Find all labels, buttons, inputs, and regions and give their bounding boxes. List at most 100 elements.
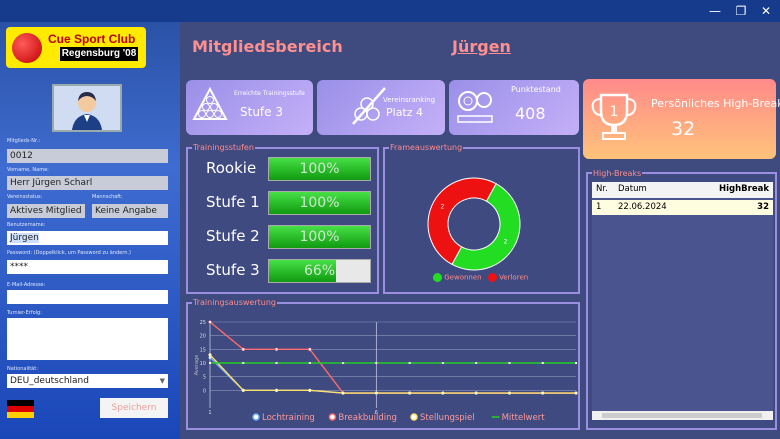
username-value: Jürgen [10, 233, 39, 243]
highbreaks-table[interactable]: Nr. Datum HighBreak 1 22.06.2024 32 [592, 182, 773, 420]
team-field[interactable]: Keine Angabe [92, 204, 168, 218]
nationality-select[interactable]: DEU_deutschland ▼ [7, 374, 168, 388]
avatar[interactable] [52, 84, 122, 132]
horizontal-scrollbar[interactable] [592, 411, 773, 420]
frames-title: Frameauswertung [389, 143, 464, 152]
series-point [275, 362, 278, 364]
club-logo: Cue Sport Club Regensburg '08 [6, 27, 146, 68]
tournament-field[interactable] [7, 318, 168, 360]
name-field[interactable]: Herr Jürgen Scharl [7, 176, 168, 190]
svg-text:1: 1 [610, 104, 619, 120]
series-point [308, 362, 311, 364]
col-highbreak-header[interactable]: HighBreak [719, 184, 769, 194]
billiard-ball-icon [12, 33, 42, 63]
username-label: Benutzername: [7, 222, 46, 228]
email-label: E-Mail-Adresse: [7, 282, 46, 288]
username-field[interactable]: Jürgen [7, 231, 168, 245]
card-ranking-label: Vereinsranking [383, 96, 436, 104]
card-training-level-label: Erreichte Trainingsstufe [234, 90, 305, 97]
series-point [574, 391, 578, 395]
scrollbar-thumb[interactable] [602, 413, 762, 418]
series-point [407, 391, 412, 395]
legend-marker [328, 413, 337, 421]
billiard-rack-icon [192, 86, 228, 120]
german-flag-icon [7, 400, 34, 418]
training-levels-title: Trainingsstufen [192, 143, 255, 152]
y-tick-label: 25 [200, 320, 206, 326]
page-title: Mitgliedsbereich [192, 37, 343, 56]
col-date-header[interactable]: Datum [618, 184, 647, 194]
training-eval-title: Trainingsauswertung [192, 298, 277, 307]
series-point [541, 391, 545, 395]
save-button[interactable]: Speichern [100, 398, 168, 418]
member-sidebar: Cue Sport Club Regensburg '08 Mitglieds-… [0, 22, 180, 439]
legend-marker [410, 413, 418, 421]
highbreaks-title: High-Breaks [592, 169, 643, 178]
series-point [575, 362, 577, 364]
y-tick-label: 0 [203, 388, 206, 394]
legend-label: Breakbuilding [338, 413, 397, 423]
y-axis-label: Average [194, 355, 200, 376]
progress-fill [269, 158, 370, 180]
card-score-value: 408 [515, 104, 546, 123]
legend-label: Lochtraining [262, 413, 315, 423]
card-ranking-value: Platz 4 [386, 106, 424, 119]
highbreaks-panel: High-Breaks Nr. Datum HighBreak 1 22.06.… [586, 169, 777, 430]
legend-label: Mittelwert [502, 413, 546, 423]
cue-balls-icon [352, 87, 386, 125]
card-highbreak-value: 32 [671, 118, 696, 140]
series-point [441, 362, 444, 364]
training-eval-line-chart: 25 20 15 10 5 0 1 6 Average Lochtraining Breakbuil… [194, 320, 578, 423]
password-field[interactable]: **** [7, 260, 168, 274]
user-avatar-icon [54, 86, 120, 130]
series-point [208, 320, 212, 324]
row-nr: 1 [596, 202, 602, 212]
training-level-label: Stufe 2 [206, 227, 260, 245]
series-point [508, 362, 511, 364]
minimize-button[interactable]: — [709, 4, 721, 18]
series-point [308, 388, 312, 392]
legend-lost-label: Verloren [499, 273, 529, 282]
name-label: Vorname, Name: [7, 167, 49, 173]
status-label: Vereinsstatus: [7, 194, 43, 200]
card-score: Punktestand 408 [449, 80, 579, 135]
progress-percent: 66% [303, 263, 336, 279]
series-point [241, 388, 245, 392]
status-field[interactable]: Aktives Mitglied [7, 204, 85, 218]
legend-marker [252, 413, 260, 421]
series-point [308, 347, 312, 351]
card-training-level-value: Stufe 3 [240, 105, 283, 119]
training-level-label: Stufe 1 [206, 193, 260, 211]
team-label: Mannschaft: [92, 194, 123, 200]
series-point [342, 362, 345, 364]
legend-lost-marker [487, 273, 497, 282]
series-point [375, 362, 378, 364]
close-button[interactable]: ✕ [760, 4, 772, 18]
member-nr-field[interactable]: 0012 [7, 149, 168, 163]
frames-legend: Gewonnen Verloren [433, 273, 528, 282]
training-level-progress: 100% [268, 225, 371, 249]
series-point [242, 362, 245, 364]
restore-button[interactable]: ❐ [735, 4, 747, 18]
member-nr-label: Mitglieds-Nr.: [7, 138, 40, 144]
table-row[interactable]: 1 22.06.2024 32 [592, 200, 773, 215]
series-line-breakbuilding [209, 321, 576, 394]
x-tick-label: 6 [375, 410, 378, 416]
training-level-progress: 100% [268, 157, 371, 181]
progress-fill [269, 192, 370, 214]
password-label: Password: (Doppelklick, um Password zu ä… [7, 250, 131, 256]
y-tick-label: 5 [203, 375, 206, 381]
legend-won-marker [433, 273, 442, 282]
email-field[interactable] [7, 290, 168, 304]
col-nr-header[interactable]: Nr. [596, 184, 608, 194]
progress-percent: 100% [299, 229, 340, 245]
legend-won-label: Gewonnen [444, 273, 482, 282]
legend-label: Stellungspiel [420, 413, 475, 423]
nationality-value: DEU_deutschland [10, 376, 89, 386]
progress-percent: 100% [299, 195, 340, 211]
series-point [474, 391, 478, 395]
series-point [241, 347, 245, 351]
frames-donut-chart: 22 [427, 177, 521, 271]
x-tick-label: 1 [208, 410, 211, 416]
user-name-link[interactable]: Jürgen [452, 37, 511, 56]
